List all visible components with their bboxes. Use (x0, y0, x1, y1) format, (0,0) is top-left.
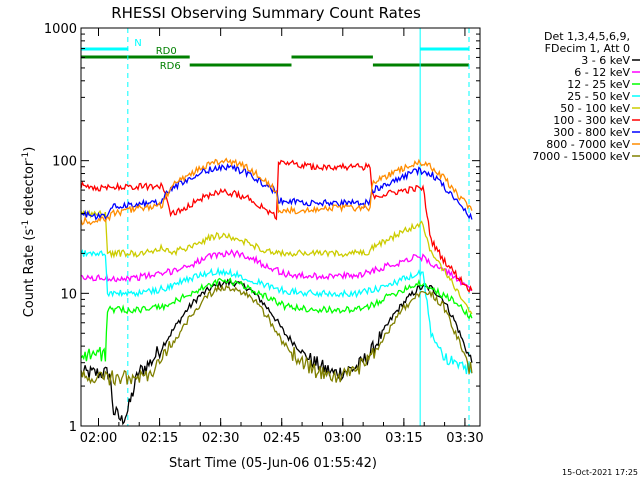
y-tick-label-0: 1 (69, 420, 77, 435)
series-line-2 (80, 277, 473, 362)
y-tick-label-3: 1000 (44, 22, 77, 37)
flag-label-n: N (134, 38, 141, 49)
x-tick-label-5: 03:15 (385, 431, 422, 446)
legend-header-line-2: FDecim 1, Att 0 (545, 42, 630, 55)
data-series (80, 157, 473, 426)
legend-label-3: 25 - 50 keV (567, 90, 630, 103)
legend-header-line-1: Det 1,3,4,5,6,9, (544, 30, 630, 43)
series-line-5 (80, 159, 473, 293)
timestamp: 15-Oct-2021 17:25 (562, 468, 638, 477)
y-axis-label-main: Count Rate (s (22, 229, 37, 318)
series-line-4 (80, 209, 473, 315)
legend-label-5: 100 - 300 keV (553, 114, 630, 127)
x-tick-label-6: 03:30 (446, 431, 483, 446)
y-axis-label-exp1: -1 (21, 220, 31, 229)
plot-frame (80, 27, 481, 427)
flag-label-rd0: RD0 (156, 46, 177, 57)
legend-label-6: 300 - 800 keV (553, 126, 630, 139)
series-line-1 (80, 248, 473, 292)
flag-label-rd6: RD6 (160, 61, 181, 72)
x-tick-label-3: 02:45 (263, 431, 300, 446)
legend-label-8: 7000 - 15000 keV (532, 150, 630, 163)
y-axis-label-end: ) (22, 147, 37, 152)
y-tick-label-1: 10 (60, 287, 77, 302)
series-line-3 (80, 249, 473, 375)
legend: Det 1,3,4,5,6,9, FDecim 1, Att 0 3 - 6 k… (532, 30, 640, 163)
reference-lines (127, 28, 470, 426)
legend-label-7: 800 - 7000 keV (546, 138, 630, 151)
axes: 02:00 02:15 02:30 02:45 03:00 03:15 03:30 1 10 10… (44, 22, 484, 446)
y-axis-label-mid: detector (22, 160, 37, 220)
y-axis-label: Count Rate (s-1 detector-1) (21, 147, 37, 318)
x-tick-label-0: 02:00 (80, 431, 117, 446)
x-axis-label: Start Time (05-Jun-06 01:55:42) (169, 456, 377, 471)
series-line-7 (80, 157, 473, 226)
y-axis-label-exp2: -1 (21, 152, 31, 161)
series-line-6 (80, 162, 473, 221)
legend-label-4: 50 - 100 keV (560, 102, 630, 115)
y-tick-label-2: 100 (52, 155, 77, 170)
flag-bars: N RD0 RD6 (81, 38, 470, 72)
legend-label-0: 3 - 6 keV (581, 54, 630, 67)
chart-title: RHESSI Observing Summary Count Rates (111, 4, 421, 22)
x-tick-label-4: 03:00 (324, 431, 361, 446)
series-line-0 (80, 278, 473, 426)
legend-label-2: 12 - 25 keV (567, 78, 630, 91)
series-line-8 (80, 284, 473, 387)
x-tick-label-2: 02:30 (202, 431, 239, 446)
x-tick-label-1: 02:15 (141, 431, 178, 446)
legend-label-1: 6 - 12 keV (574, 66, 630, 79)
